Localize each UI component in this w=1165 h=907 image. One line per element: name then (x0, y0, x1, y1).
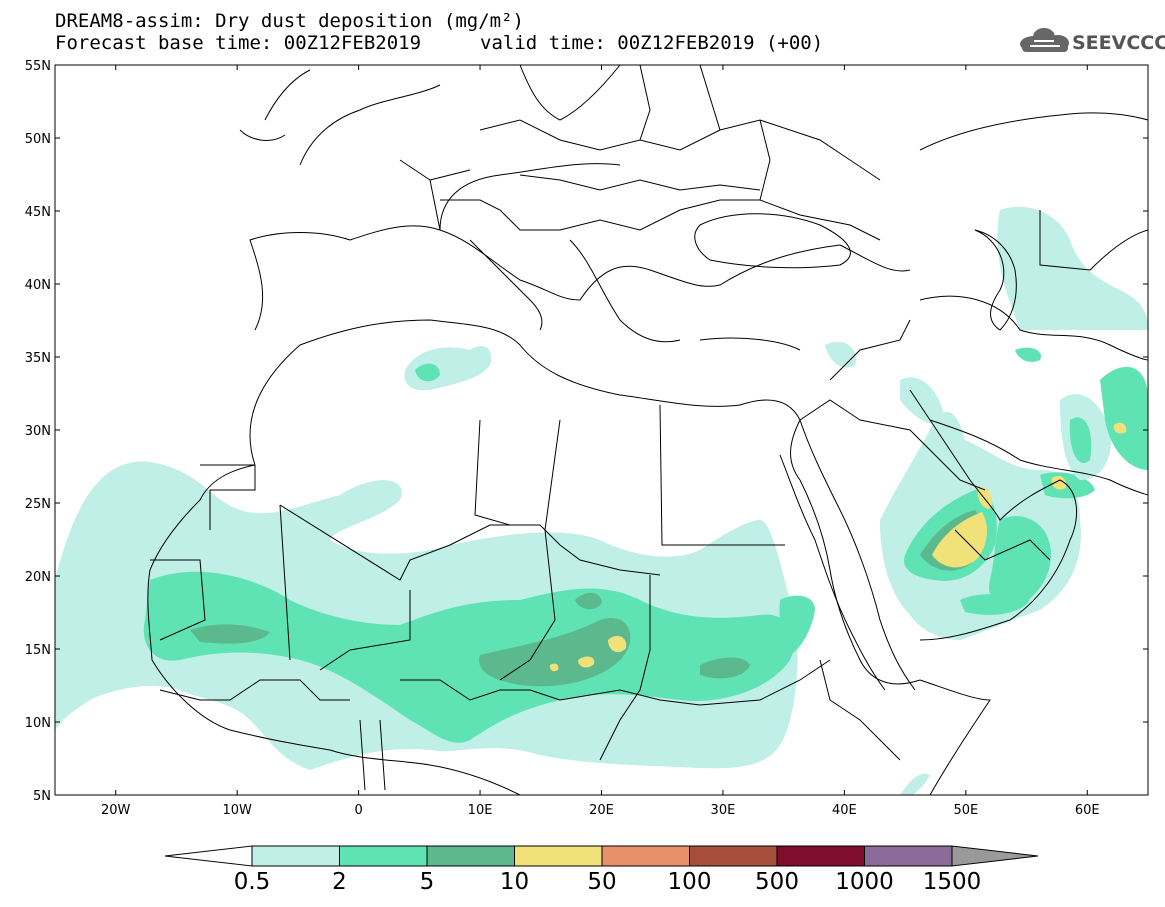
dust-spot-pakistan (1113, 422, 1127, 434)
colorbar-segment (514, 845, 603, 867)
dust-spot-uae (1051, 476, 1067, 490)
colorbar-label: 1000 (835, 869, 894, 895)
dust-region-algeria-mid (415, 363, 440, 382)
dust-region-iran-mid (1069, 417, 1092, 464)
colorbar-segment (339, 845, 428, 867)
colorbar-segment (601, 845, 690, 867)
colorbar-label: 0.5 (234, 869, 271, 895)
dust-region-sudan-dark (700, 657, 750, 679)
colorbar-segment (689, 845, 778, 867)
dust-region-tibesti-dark (575, 592, 602, 610)
lat-tick-label: 15N (25, 643, 51, 658)
dust-region-oman (989, 516, 1051, 608)
dust-region-somalia (900, 773, 930, 795)
dust-spot-chad-3 (549, 663, 559, 672)
colorbar: 0.5 2 5 10 50 100 500 1000 1500 (164, 845, 1039, 895)
dust-region-redsea (779, 595, 815, 655)
colorbar-segment (251, 845, 340, 867)
dust-region-atlantic (55, 600, 100, 730)
forecast-base-time: Forecast base time: 00Z12FEB2019 (55, 32, 422, 54)
lat-tick-label: 10N (25, 716, 51, 731)
map-title: DREAM8-assim: Dry dust deposition (mg/m²… (55, 10, 524, 32)
dust-region-turkmen (1015, 347, 1041, 362)
dust-spot-arabia (932, 512, 987, 568)
colorbar-label: 2 (332, 869, 347, 895)
lat-tick-label: 55N (25, 59, 51, 74)
lat-tick-label: 50N (25, 132, 51, 147)
colorbar-label: 10 (500, 869, 529, 895)
dust-region-sahel-medium (143, 571, 794, 743)
lat-tick-label: 45N (25, 205, 51, 220)
lon-tick-label: 0 (354, 803, 362, 818)
valid-time: valid time: 00Z12FEB2019 (+00) (480, 32, 824, 54)
colorbar-label: 1500 (923, 869, 982, 895)
lat-axis: 55N 50N 45N 40N 35N 30N 25N 20N 15N 10N 5N (25, 59, 1148, 804)
lon-tick-label: 50E (953, 803, 978, 818)
colorbar-label: 50 (587, 869, 616, 895)
lon-tick-label: 40E (832, 803, 857, 818)
lon-tick-label: 10W (222, 803, 252, 818)
lon-tick-label: 30E (711, 803, 736, 818)
lat-tick-label: 40N (25, 278, 51, 293)
lat-tick-label: 20N (25, 570, 51, 585)
colorbar-label: 5 (420, 869, 435, 895)
colorbar-label: 500 (755, 869, 799, 895)
colorbar-label: 100 (668, 869, 712, 895)
lon-axis: 20W 10W 0 10E 20E 30E 40E 50E 60E (101, 65, 1100, 818)
lon-tick-label: 20W (101, 803, 131, 818)
colorbar-segment (426, 845, 515, 867)
colorbar-segment (864, 845, 953, 867)
dust-region-gulf (900, 377, 945, 424)
dust-fields (55, 206, 1148, 795)
dust-region-iraq (825, 341, 856, 368)
lat-tick-label: 25N (25, 497, 51, 512)
cloud-icon (1020, 28, 1069, 52)
coastlines-and-borders (147, 65, 1148, 795)
lat-tick-label: 35N (25, 351, 51, 366)
dust-spot-chad-1 (608, 635, 627, 653)
dust-region-pakistan (1100, 366, 1148, 470)
dust-region-yemen (960, 594, 1030, 615)
colorbar-lower-extension (164, 845, 253, 867)
colorbar-segment (776, 845, 865, 867)
lat-tick-label: 5N (33, 789, 51, 804)
dust-region-west-dark (190, 624, 270, 644)
lon-tick-label: 60E (1075, 803, 1100, 818)
lat-tick-label: 30N (25, 424, 51, 439)
colorbar-upper-extension (951, 845, 1039, 867)
dust-spot-chad-2 (578, 656, 595, 668)
logo-text: SEEVCCC (1072, 32, 1165, 54)
lon-tick-label: 10E (468, 803, 493, 818)
lon-tick-label: 20E (589, 803, 614, 818)
